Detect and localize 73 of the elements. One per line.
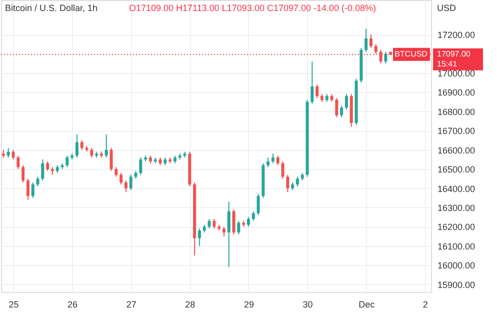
y-tick-label: 16700.00 xyxy=(438,126,476,136)
candlestick xyxy=(369,34,372,49)
candlestick xyxy=(124,180,128,193)
candlestick xyxy=(80,140,84,150)
candlestick xyxy=(104,134,108,158)
candlestick xyxy=(46,160,50,172)
y-tick-label: 16500.00 xyxy=(438,164,476,175)
y-tick-label: 15900.00 xyxy=(438,280,476,290)
y-tick-label: 16000.00 xyxy=(438,260,476,271)
candlestick xyxy=(276,155,280,166)
y-tick-label: 16800.00 xyxy=(438,106,476,117)
y-tick-label: 16600.00 xyxy=(438,145,476,156)
candlestick xyxy=(310,60,314,104)
ref-line-label: BTCUSD xyxy=(394,49,428,58)
y-tick-label: 16400.00 xyxy=(438,184,476,194)
candlestick xyxy=(266,157,270,168)
candlestick xyxy=(129,174,132,191)
x-tick-label: 26 xyxy=(68,300,78,310)
x-tick-label: 27 xyxy=(126,300,136,310)
candlestick xyxy=(256,194,260,216)
candlestick xyxy=(227,201,230,268)
candlestick xyxy=(335,97,338,118)
candlestick xyxy=(281,160,284,180)
candlestick xyxy=(139,157,142,176)
candlestick xyxy=(22,164,25,183)
candlestick xyxy=(374,44,378,54)
x-tick-label: Dec xyxy=(358,300,376,310)
text: 15:41 xyxy=(437,59,458,68)
y-tick-label: 17000.00 xyxy=(438,68,476,78)
candlestick xyxy=(222,226,226,237)
candlestick xyxy=(340,105,344,118)
candlestick xyxy=(316,84,319,98)
candlestick xyxy=(271,153,274,164)
y-tick-label: 16100.00 xyxy=(438,241,476,252)
candlestick xyxy=(379,49,382,64)
candlestick xyxy=(41,158,44,182)
candlestick xyxy=(66,155,69,168)
candlestick xyxy=(344,94,348,110)
candlestick xyxy=(110,147,113,172)
candlestick xyxy=(232,208,236,235)
candlestick xyxy=(6,147,10,158)
y-tick-label: 16200.00 xyxy=(438,222,476,232)
y-axis-title: USD xyxy=(437,3,456,13)
candlestick xyxy=(208,218,211,230)
candlestick xyxy=(198,228,201,246)
y-tick-label: 17200.00 xyxy=(438,30,476,40)
chart-title: Bitcoin / U.S. Dollar, 1h xyxy=(5,3,98,13)
candlestick xyxy=(384,51,388,64)
x-tick-label: 29 xyxy=(244,300,254,310)
x-tick-label: 25 xyxy=(8,300,19,310)
y-tick-label: 16900.00 xyxy=(438,88,476,98)
candlestick xyxy=(75,134,78,158)
candlestick xyxy=(31,182,34,198)
chart-subtitle: O17109.00 H17113.00 L17093.00 C17097.00 -14.00 (-0.08%) xyxy=(129,3,376,13)
candlestick xyxy=(36,176,40,187)
candlestick xyxy=(252,210,255,222)
x-tick-label: 2 xyxy=(422,300,428,310)
text: 17097.00 xyxy=(437,49,471,58)
candlestick xyxy=(12,149,15,160)
candlestick xyxy=(90,147,94,158)
candlestick xyxy=(286,174,290,193)
x-tick-label: 30 xyxy=(302,300,313,310)
candlestick xyxy=(364,28,368,52)
candlestick xyxy=(16,155,20,170)
candlestick xyxy=(237,220,240,235)
candlestick xyxy=(26,178,30,200)
candlestick xyxy=(212,218,216,230)
x-tick-label: 28 xyxy=(185,300,196,310)
candlestick xyxy=(120,172,123,185)
candlestick xyxy=(114,166,118,178)
candlestick xyxy=(246,216,250,228)
y-tick-label: 16300.00 xyxy=(438,202,476,213)
candlestick xyxy=(296,176,299,187)
